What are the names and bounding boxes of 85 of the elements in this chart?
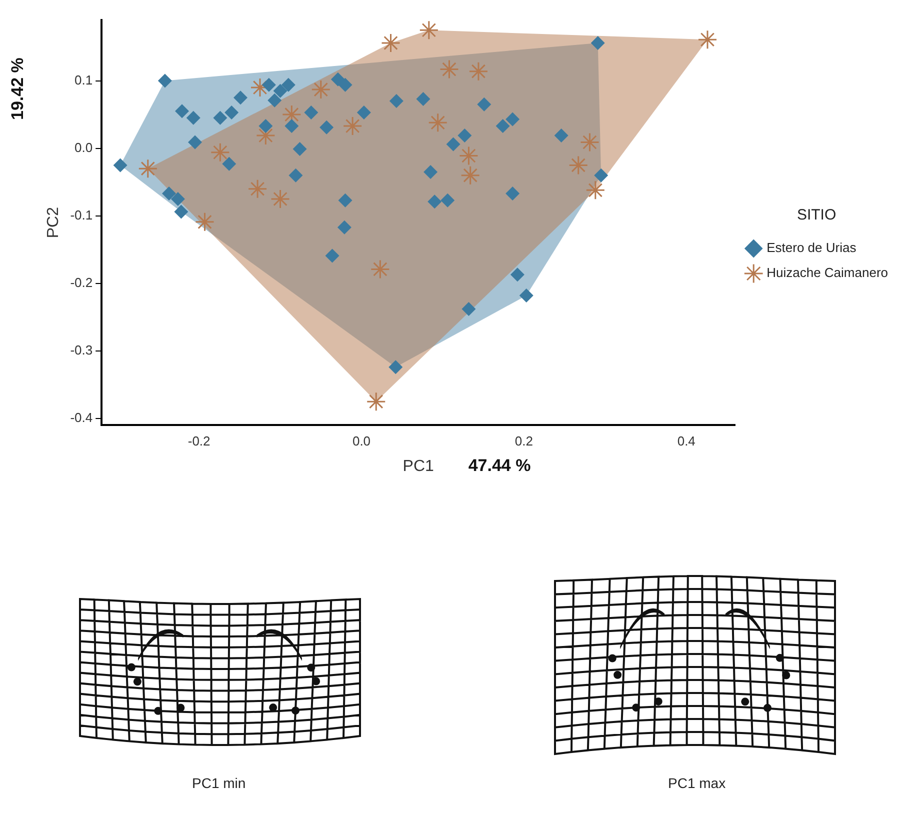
point: [440, 193, 455, 208]
point: [162, 186, 176, 201]
point: [496, 119, 510, 134]
point: [186, 110, 200, 125]
point: [281, 78, 296, 92]
point: [222, 156, 236, 171]
x-tick-label: -0.2: [188, 434, 210, 449]
point: [338, 193, 352, 208]
point: [380, 33, 400, 53]
point: [337, 220, 352, 234]
x-axis-title: PC1: [402, 458, 434, 475]
point: [268, 93, 282, 108]
point: [113, 158, 128, 172]
x-tick-label: 0.4: [677, 434, 696, 449]
point: [233, 90, 248, 105]
point: [568, 155, 588, 175]
legend-label: Estero de Urias: [766, 240, 857, 256]
text: PC1 min: [192, 775, 246, 791]
point: [174, 204, 188, 219]
point: [428, 112, 448, 132]
point: [446, 137, 460, 152]
point: [510, 268, 524, 282]
point: [594, 168, 608, 182]
y-tick-label: 0.1: [74, 72, 93, 88]
point: [175, 104, 190, 118]
point: [388, 360, 403, 374]
point: [698, 30, 718, 50]
y-tick-label: -0.4: [70, 410, 93, 426]
point: [320, 120, 334, 134]
point: [342, 116, 362, 136]
point: [416, 92, 430, 106]
text: 47.44 %: [468, 456, 531, 476]
point: [248, 179, 268, 199]
legend-label: Huizache Caimanero: [766, 265, 888, 280]
point: [213, 110, 228, 125]
y-tick-label: -0.1: [70, 207, 93, 222]
x-tick-label: 0.0: [352, 434, 371, 449]
point: [325, 248, 340, 263]
point: [428, 194, 442, 209]
point: [519, 288, 534, 303]
point: [424, 164, 438, 179]
point: [506, 186, 520, 201]
point: [210, 142, 230, 162]
point: [270, 189, 290, 209]
point: [330, 72, 345, 86]
x-tick-label: 0.2: [514, 434, 533, 449]
point: [195, 212, 214, 232]
point: [292, 142, 307, 156]
point: [419, 20, 439, 40]
point: [170, 192, 185, 206]
point: [477, 97, 492, 112]
point: [338, 78, 352, 92]
point: [284, 119, 299, 134]
point: [580, 132, 600, 152]
point: [460, 166, 480, 186]
point: [273, 84, 288, 98]
text: PC1 max: [668, 775, 726, 791]
point: [188, 135, 202, 150]
point: [458, 128, 472, 142]
point: [389, 94, 404, 108]
point: [462, 302, 476, 316]
point: [311, 80, 331, 100]
y-tick-label: 0.0: [74, 140, 93, 155]
y-tick-label: -0.3: [70, 342, 93, 358]
point: [304, 106, 318, 120]
point: [158, 74, 172, 88]
point: [356, 106, 371, 120]
point: [224, 106, 239, 120]
point: [370, 259, 390, 279]
point: [468, 62, 488, 82]
point: [258, 119, 273, 134]
point: [554, 128, 568, 142]
text: 19.42 %: [8, 58, 28, 120]
point: [458, 146, 478, 166]
point: [262, 78, 276, 92]
y-tick-label: -0.2: [70, 274, 93, 290]
point: [288, 168, 303, 182]
legend-title: SITIO: [796, 206, 836, 224]
y-axis-title: PC2: [45, 206, 62, 238]
point: [586, 180, 606, 200]
point: [590, 36, 605, 50]
point: [366, 392, 386, 412]
point: [506, 112, 520, 126]
point: [138, 158, 158, 178]
point: [439, 60, 459, 80]
